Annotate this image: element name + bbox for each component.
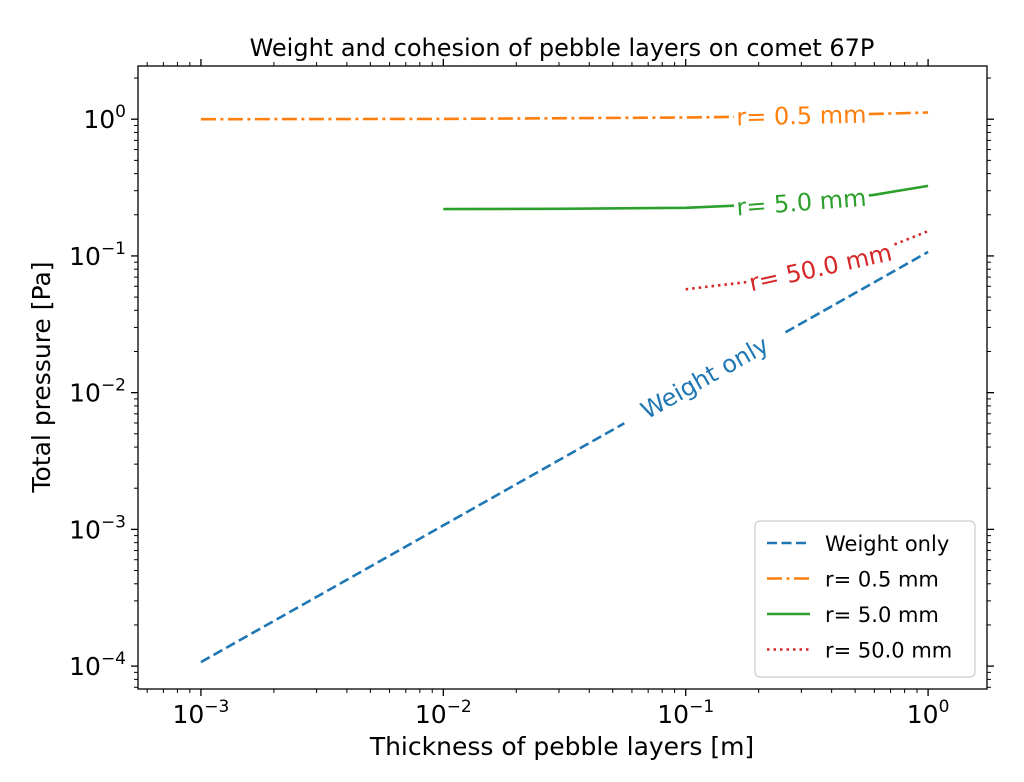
y-tick-label: 10−3 (69, 512, 126, 544)
legend: Weight only r= 0.5 mm r= 5.0 mm r= 50.0 mm (754, 520, 976, 678)
y-tick-label: 10−1 (69, 239, 126, 271)
series-line-1-left (200, 115, 735, 121)
series-line-0-left (200, 422, 625, 664)
legend-label: r= 0.5 mm (825, 568, 939, 592)
x-tick-label: 10−2 (415, 697, 472, 729)
legend-label: r= 5.0 mm (825, 603, 939, 627)
series-inline-label: r= 0.5 mm (736, 101, 867, 132)
legend-label: r= 50.0 mm (825, 639, 952, 663)
legend-label: Weight only (825, 532, 949, 556)
y-tick-label: 10−4 (69, 649, 126, 681)
x-tick-label: 10−1 (657, 697, 714, 729)
legend-box (754, 520, 976, 678)
series-line-1-right (868, 111, 929, 116)
series-line-2-left (443, 204, 735, 211)
y-axis-label: Total pressure [Pa] (27, 261, 56, 493)
y-tick-label: 100 (83, 102, 126, 134)
series-line-2-right (868, 184, 929, 197)
chart-title: Weight and cohesion of pebble layers on … (250, 34, 875, 62)
x-tick-label: 10−3 (172, 697, 229, 729)
x-axis-label: Thickness of pebble layers [m] (369, 732, 754, 761)
series-line-0-right (784, 250, 929, 334)
axes-frame (137, 65, 988, 690)
y-tick-label: 10−2 (69, 376, 126, 408)
x-tick-label: 100 (907, 697, 950, 729)
